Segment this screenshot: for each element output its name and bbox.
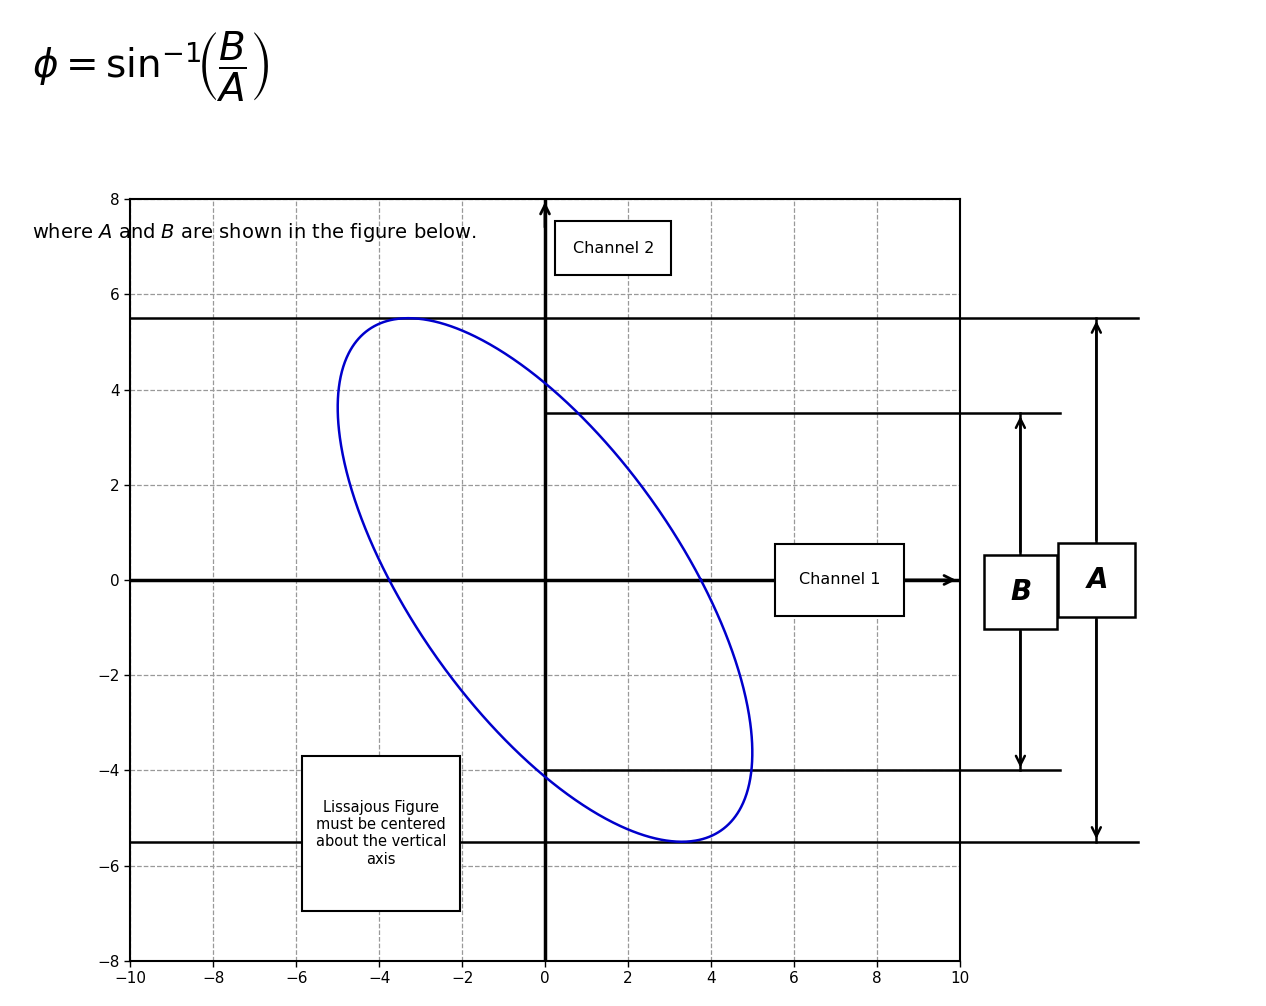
Text: Channel 2: Channel 2 [572,240,655,256]
FancyBboxPatch shape [775,544,904,616]
Text: Lissajous Figure
must be centered
about the vertical
axis: Lissajous Figure must be centered about … [316,800,447,867]
Text: $\boldsymbol{A}$: $\boldsymbol{A}$ [1085,566,1108,594]
Text: where $A$ and $B$ are shown in the figure below.: where $A$ and $B$ are shown in the figur… [32,221,476,244]
FancyBboxPatch shape [1057,543,1136,618]
Text: $\phi = \mathrm{sin}^{-1}\!\left(\dfrac{B}{A}\right)$: $\phi = \mathrm{sin}^{-1}\!\left(\dfrac{… [32,30,270,105]
FancyBboxPatch shape [303,757,460,910]
Text: Channel 1: Channel 1 [799,572,880,588]
Text: $\boldsymbol{B}$: $\boldsymbol{B}$ [1010,577,1031,606]
FancyBboxPatch shape [556,220,671,276]
FancyBboxPatch shape [984,554,1057,629]
